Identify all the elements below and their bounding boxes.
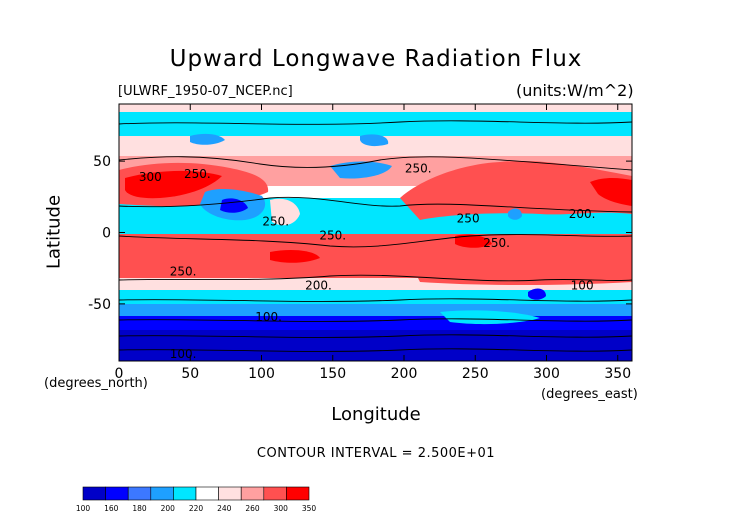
dataset-label: [ULWRF_1950-07_NCEP.nc] bbox=[118, 84, 293, 99]
contour-line bbox=[119, 318, 632, 322]
contour-lines bbox=[119, 120, 632, 352]
contour-interval-note: CONTOUR INTERVAL = 2.500E+01 bbox=[256, 446, 496, 461]
region-tibet-core bbox=[220, 198, 248, 213]
region-north-blue-1 bbox=[190, 133, 225, 145]
colorbar-level-label: 240 bbox=[217, 504, 232, 513]
colorbar: 100 160 180 200 220 240 260 300 350 bbox=[76, 486, 317, 513]
contour-label: 200. bbox=[305, 279, 332, 293]
colorbar-swatch bbox=[105, 486, 129, 501]
x-axis-label: Longitude bbox=[331, 404, 421, 425]
colorbar-swatch bbox=[240, 486, 265, 501]
region-south-hot-core bbox=[270, 250, 320, 263]
region-east-hot bbox=[590, 178, 632, 206]
contour-line bbox=[119, 348, 632, 352]
colorbar-level-label: 180 bbox=[132, 504, 147, 513]
contour-label: 100 bbox=[571, 279, 594, 293]
contour-label: 250. bbox=[483, 236, 510, 250]
band-south-light-blue bbox=[119, 304, 632, 318]
x-tick-label: 200 bbox=[391, 366, 418, 382]
contour-label: 250 bbox=[457, 212, 480, 226]
contour-label: 100. bbox=[170, 347, 197, 361]
colorbar-level-label: 350 bbox=[302, 504, 317, 513]
axis-ticks: 0 50 100 150 200 250 300 350 50 0 -50 bbox=[88, 104, 632, 382]
region-north-blue-2 bbox=[360, 134, 389, 147]
x-tick-label: 150 bbox=[319, 366, 346, 382]
colorbar-level-label: 100 bbox=[76, 504, 91, 513]
colorbar-level-label: 260 bbox=[245, 504, 260, 513]
contour-label: 200. bbox=[569, 207, 596, 221]
contour-label: 250. bbox=[184, 167, 211, 181]
contour-label: 100. bbox=[255, 310, 282, 324]
x-tick-label: 250 bbox=[462, 366, 489, 382]
x-tick-label: 100 bbox=[248, 366, 275, 382]
units-label: (units:W/m^2) bbox=[516, 81, 634, 100]
contour-line bbox=[119, 196, 632, 213]
contour-line bbox=[119, 120, 632, 125]
region-antarctic-cyan bbox=[440, 310, 540, 325]
region-east-blue-spot bbox=[508, 208, 522, 220]
x-tick-label: 0 bbox=[115, 366, 124, 382]
region-south-atlantic-hot bbox=[119, 237, 349, 278]
x-tick-label: 300 bbox=[533, 366, 560, 382]
chart-title: Upward Longwave Radiation Flux bbox=[169, 46, 583, 72]
colorbar-swatch bbox=[286, 486, 310, 501]
y-tick-label: -50 bbox=[88, 297, 111, 313]
heatmap-field bbox=[119, 104, 632, 361]
contour-label: 250. bbox=[405, 162, 432, 176]
band-south-cyan bbox=[119, 290, 632, 304]
x-tick-label: 350 bbox=[604, 366, 631, 382]
region-east-pacific-core bbox=[455, 234, 492, 248]
colorbar-level-label: 300 bbox=[274, 504, 289, 513]
y-tick-label: 0 bbox=[102, 226, 111, 242]
x-tick-label: 50 bbox=[181, 366, 199, 382]
colorbar-swatch bbox=[127, 486, 152, 501]
contour-label: 300 bbox=[139, 170, 162, 184]
y-tick-label: 50 bbox=[93, 154, 111, 170]
contour-line bbox=[119, 234, 632, 248]
colorbar-swatch bbox=[82, 486, 106, 501]
colorbar-level-label: 220 bbox=[189, 504, 204, 513]
contour-line bbox=[119, 274, 632, 282]
colorbar-swatch bbox=[150, 486, 174, 501]
contour-label: 250. bbox=[170, 264, 197, 278]
band-south-blue bbox=[119, 316, 632, 332]
colorbar-level-label: 160 bbox=[104, 504, 119, 513]
contour-line bbox=[119, 156, 632, 171]
region-south-blue-spot bbox=[528, 288, 546, 300]
region-pacific-north bbox=[400, 160, 632, 220]
colorbar-swatch bbox=[195, 486, 219, 501]
band-north-cyan bbox=[119, 112, 632, 136]
colorbar-swatch bbox=[263, 486, 287, 501]
contour-line bbox=[119, 298, 632, 302]
region-south-america-pink bbox=[270, 198, 300, 226]
x-axis-units: (degrees_east) bbox=[541, 387, 638, 402]
y-axis-units: (degrees_north) bbox=[44, 376, 148, 391]
contour-label: 250. bbox=[319, 229, 346, 243]
contour-line bbox=[119, 334, 632, 338]
region-north-africa-core bbox=[125, 170, 222, 199]
colorbar-level-label: 200 bbox=[161, 504, 176, 513]
colorbar-swatch bbox=[173, 486, 197, 501]
colorbar-swatch bbox=[218, 486, 242, 501]
contour-label: 250. bbox=[262, 214, 289, 228]
